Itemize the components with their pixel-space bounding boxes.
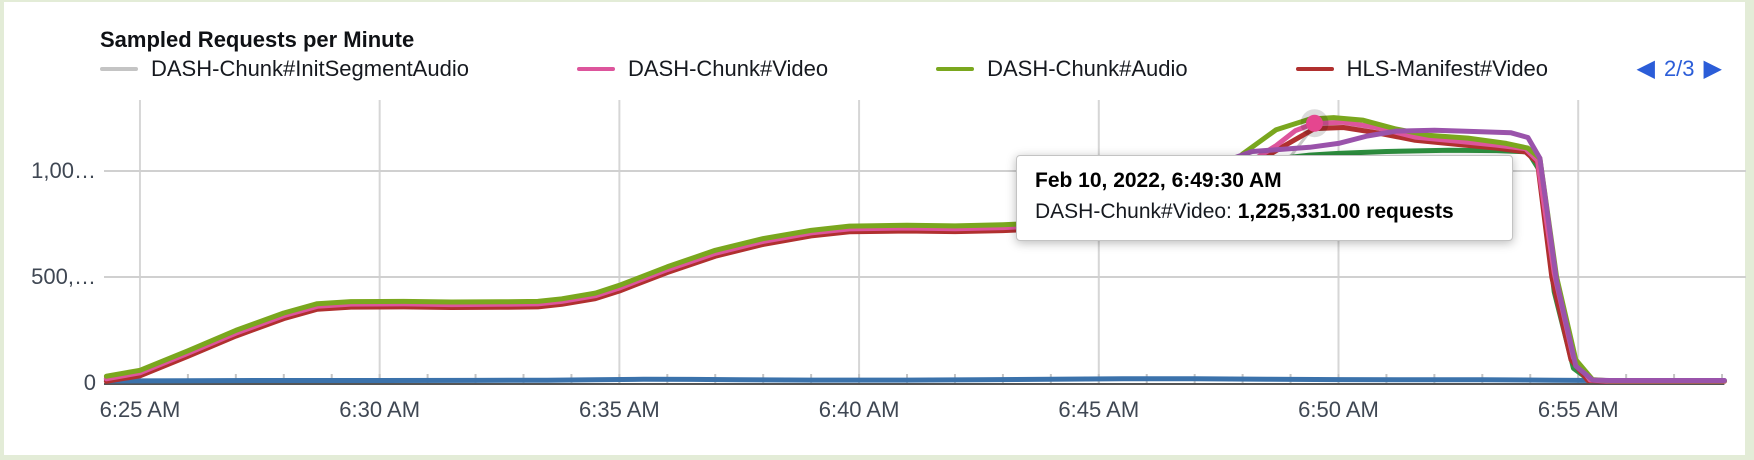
legend-item-dash-chunk-initsegmentaudio[interactable]: DASH-Chunk#InitSegmentAudio: [100, 56, 469, 82]
x-axis-tick-label: 6:35 AM: [579, 397, 660, 422]
tooltip-timestamp: Feb 10, 2022, 6:49:30 AM: [1035, 169, 1282, 192]
tooltip-value-line: DASH-Chunk#Video: 1,225,331.00 requests: [1035, 200, 1494, 224]
series-line-unlabeled-blue: [103, 376, 1727, 384]
legend-item-label: DASH-Chunk#Video: [627, 56, 829, 81]
legend-page-indicator: 2/3: [1663, 56, 1695, 81]
series-line-dash-chunk-audio: [103, 115, 1727, 384]
y-axis-tick-label: 0: [83, 370, 96, 395]
legend-item-label: HLS-Manifest#Video: [1346, 56, 1549, 81]
legend-swatch-icon: [576, 67, 615, 71]
tooltip-series-name: DASH-Chunk#Video:: [1035, 200, 1238, 223]
x-axis-tick-label: 6:45 AM: [1058, 397, 1140, 422]
x-axis-tick-label: 6:55 AM: [1537, 397, 1619, 422]
legend-swatch-icon: [100, 67, 138, 71]
chart-title: Sampled Requests per Minute: [100, 27, 415, 52]
legend-next-page-icon[interactable]: ▶: [1703, 55, 1722, 82]
tooltip-value: 1,225,331.00 requests: [1237, 200, 1454, 223]
legend-item-dash-chunk-audio[interactable]: DASH-Chunk#Audio: [936, 56, 1188, 82]
x-axis-tick-label: 6:25 AM: [99, 397, 181, 422]
chart-tooltip: Feb 10, 2022, 6:49:30 AM DASH-Chunk#Vide…: [1016, 155, 1513, 241]
legend-swatch-icon: [936, 67, 975, 71]
hover-point-dot: [1306, 114, 1324, 132]
x-axis-tick-label: 6:50 AM: [1298, 397, 1379, 422]
y-axis-tick-label: 500,…: [31, 264, 96, 289]
x-axis-tick-label: 6:40 AM: [818, 397, 900, 422]
legend-item-dash-chunk-video[interactable]: DASH-Chunk#Video: [576, 56, 829, 82]
chart-legend: DASH-Chunk#InitSegmentAudio DASH-Chunk#Vi…: [100, 56, 1548, 82]
y-axis-tick-label: 1,00…: [31, 158, 96, 183]
series-line-hls-manifest-video: [103, 125, 1727, 384]
x-axis-tick-label: 6:30 AM: [339, 397, 421, 422]
series-line-unlabeled-purple-late: [1230, 127, 1727, 383]
legend-item-hls-manifest-video[interactable]: HLS-Manifest#Video: [1295, 56, 1549, 82]
legend-item-label: DASH-Chunk#InitSegmentAudio: [151, 56, 469, 81]
legend-prev-page-icon[interactable]: ◀: [1636, 55, 1655, 82]
legend-swatch-icon: [1295, 67, 1334, 71]
legend-pagination: ◀ 2/3 ▶: [1636, 56, 1722, 82]
legend-item-label: DASH-Chunk#Audio: [987, 56, 1188, 81]
